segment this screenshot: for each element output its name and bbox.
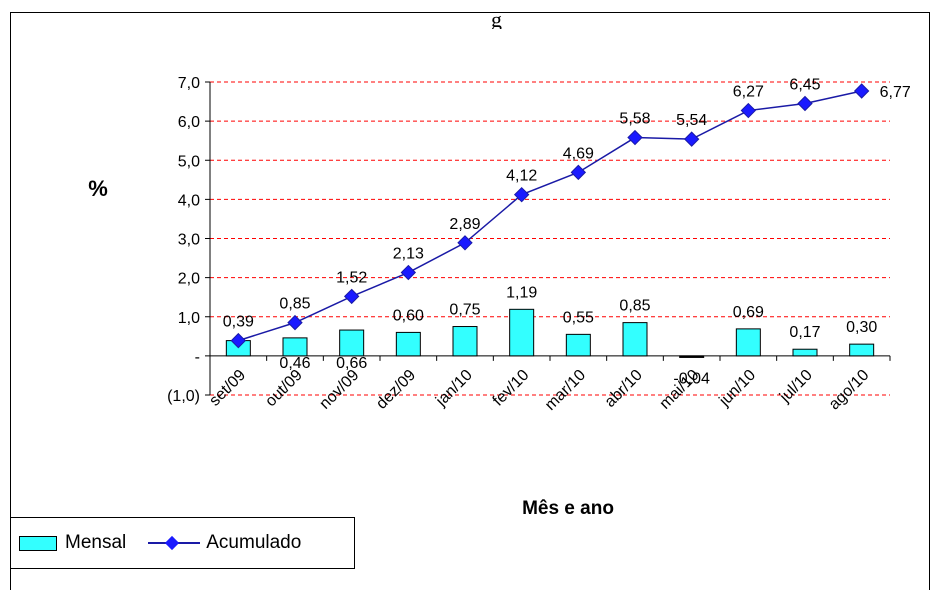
x-tick-label: jun/10 [716,367,760,411]
y-tick-label: 5,0 [178,153,200,170]
x-tick-label: jul/10 [776,367,816,407]
legend-label-acumulado: Acumulado [206,532,302,553]
y-tick-label: 1,0 [178,310,200,327]
data-label-mensal: 1,19 [506,284,537,301]
data-label-acumulado: 2,13 [393,246,424,263]
data-label-acumulado: 5,58 [619,111,650,128]
data-label-mensal: 0,75 [449,302,480,319]
data-label-mensal: 0,46 [279,355,310,372]
data-label-mensal: 0,60 [393,307,424,324]
data-label-acumulado: 4,12 [506,168,537,185]
y-axis-title: % [88,176,108,201]
data-label-acumulado: 6,45 [789,77,820,94]
legend-item-acumulado: Acumulado [148,532,301,554]
data-label-acumulado: 0,85 [279,296,310,313]
y-tick-label: 3,0 [178,232,200,249]
bar-mensal [679,355,705,358]
data-label-mensal: 0,66 [336,355,367,372]
data-label-mensal: 0,30 [846,319,877,336]
line-acumulado [238,90,862,342]
legend: Mensal Acumulado [10,517,355,569]
point-acumulado [853,83,870,99]
point-acumulado [287,314,303,331]
data-label-acumulado: 4,69 [563,145,594,162]
legend-line-swatch [148,535,201,551]
point-acumulado [230,332,247,349]
point-acumulado [570,164,587,181]
data-label-acumulado: 2,89 [449,216,480,233]
data-label-acumulado: 6,77 [880,84,911,101]
y-tick-label: (1,0) [167,388,200,405]
point-acumulado [343,288,360,305]
x-tick-label: jan/10 [432,367,476,411]
x-tick-label: abr/10 [602,367,646,411]
bar-mensal [452,326,478,357]
y-tick-label: 2,0 [178,271,200,288]
y-tick-label: - [195,349,200,366]
data-label-mensal: 0,17 [789,324,820,341]
x-tick-label: set/09 [206,367,249,410]
point-acumulado [740,102,757,119]
bar-mensal [339,329,365,357]
data-label-mensal: -0,04 [673,370,710,387]
x-tick-label: nov/09 [317,367,363,413]
y-tick-label: 4,0 [178,192,200,209]
point-acumulado [457,235,473,251]
data-label-mensal: 0,85 [619,298,650,315]
legend-bar-swatch [19,535,57,551]
x-tick-label: fev/10 [490,367,533,410]
data-label-acumulado: 0,39 [223,314,254,331]
point-acumulado [683,131,700,147]
y-tick-label: 7,0 [178,75,200,92]
x-tick-label: ago/10 [826,367,873,414]
data-label-mensal: 0,55 [563,309,594,326]
bar-mensal [792,348,818,357]
bar-mensal [509,308,535,357]
bar-mensal [735,328,761,357]
x-tick-label: out/09 [262,367,306,411]
bar-mensal [622,322,648,357]
data-label-acumulado: 5,54 [676,112,707,129]
bar-mensal [395,331,421,357]
x-tick-label: mar/10 [542,367,589,414]
data-label-acumulado: 6,27 [733,84,764,101]
legend-label-mensal: Mensal [65,532,127,553]
point-acumulado [797,95,813,112]
point-acumulado [400,264,417,281]
chart-frame: g [10,7,930,590]
y-tick-label: 6,0 [178,114,200,131]
point-acumulado [627,129,643,146]
data-label-acumulado: 1,52 [336,269,367,286]
data-label-mensal: 0,69 [733,304,764,321]
chart-title-fragment: g [491,7,502,29]
bar-mensal [282,337,308,357]
bar-mensal [849,343,875,357]
point-acumulado [513,186,530,203]
bar-mensal [565,333,591,357]
x-tick-label: dez/09 [373,367,419,413]
x-axis-title: Mês e ano [522,498,614,519]
legend-item-mensal: Mensal [19,532,126,554]
